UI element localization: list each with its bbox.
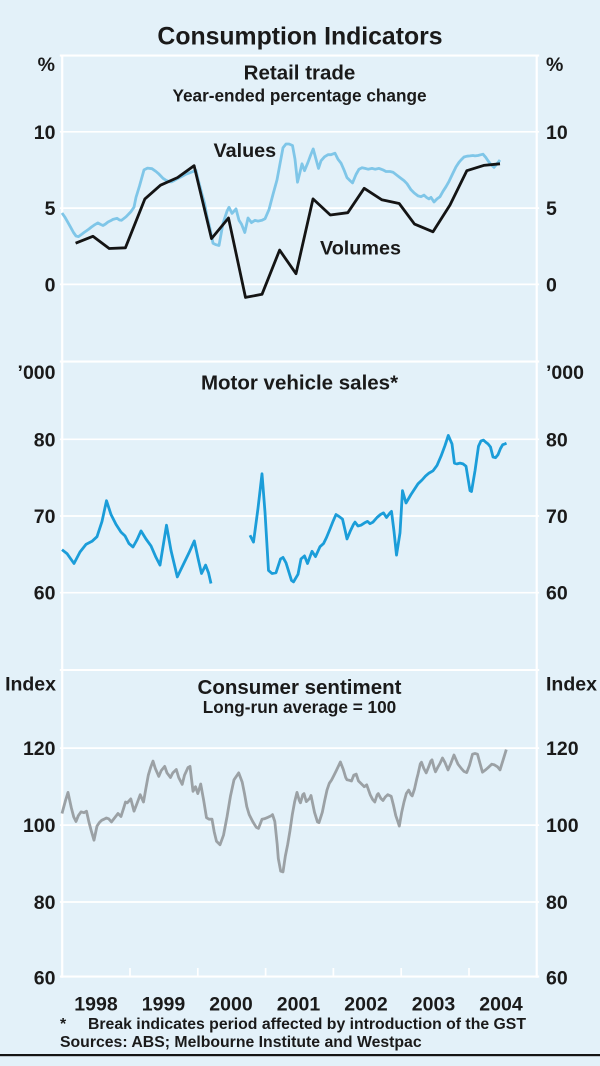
svg-text:70: 70 (546, 506, 568, 528)
svg-text:Sources: ABS; Melbourne Instit: Sources: ABS; Melbourne Institute and We… (60, 1034, 422, 1051)
svg-text:Break indicates period affecte: Break indicates period affected by intro… (88, 1016, 526, 1033)
svg-text:60: 60 (34, 967, 56, 989)
svg-text:1998: 1998 (74, 994, 118, 1016)
svg-text:%: % (546, 54, 563, 76)
svg-text:120: 120 (23, 738, 56, 760)
svg-text:5: 5 (45, 198, 56, 220)
svg-text:2002: 2002 (344, 994, 388, 1016)
svg-text:Index: Index (5, 674, 56, 696)
svg-text:100: 100 (546, 815, 579, 837)
svg-text:10: 10 (34, 122, 56, 144)
svg-text:70: 70 (34, 506, 56, 528)
svg-text:Index: Index (546, 674, 597, 696)
svg-text:Year-ended percentage change: Year-ended percentage change (172, 86, 426, 106)
svg-text:Consumer sentiment: Consumer sentiment (198, 676, 402, 699)
svg-text:Long-run average = 100: Long-run average = 100 (203, 697, 396, 717)
svg-text:80: 80 (34, 429, 56, 451)
svg-text:Motor vehicle sales*: Motor vehicle sales* (201, 372, 398, 395)
svg-text:60: 60 (34, 583, 56, 605)
svg-text:2004: 2004 (479, 994, 523, 1016)
svg-text:80: 80 (546, 429, 568, 451)
svg-text:80: 80 (546, 892, 568, 914)
svg-text:0: 0 (546, 274, 557, 296)
svg-text:’000: ’000 (18, 362, 56, 384)
svg-text:120: 120 (546, 738, 579, 760)
svg-text:Retail trade: Retail trade (244, 62, 356, 85)
svg-text:2003: 2003 (412, 994, 456, 1016)
svg-text:60: 60 (546, 583, 568, 605)
svg-text:Values: Values (214, 140, 277, 162)
svg-text:80: 80 (34, 892, 56, 914)
svg-text:Consumption Indicators: Consumption Indicators (157, 24, 442, 51)
svg-text:5: 5 (546, 198, 557, 220)
svg-text:100: 100 (23, 815, 56, 837)
svg-text:’000: ’000 (546, 362, 584, 384)
svg-text:2001: 2001 (277, 994, 321, 1016)
svg-text:0: 0 (45, 274, 56, 296)
svg-text:10: 10 (546, 122, 568, 144)
svg-text:1999: 1999 (142, 994, 186, 1016)
svg-text:60: 60 (546, 967, 568, 989)
svg-text:Volumes: Volumes (320, 238, 401, 260)
svg-text:%: % (38, 54, 55, 76)
svg-text:2000: 2000 (209, 994, 253, 1016)
svg-text:*: * (60, 1016, 67, 1033)
